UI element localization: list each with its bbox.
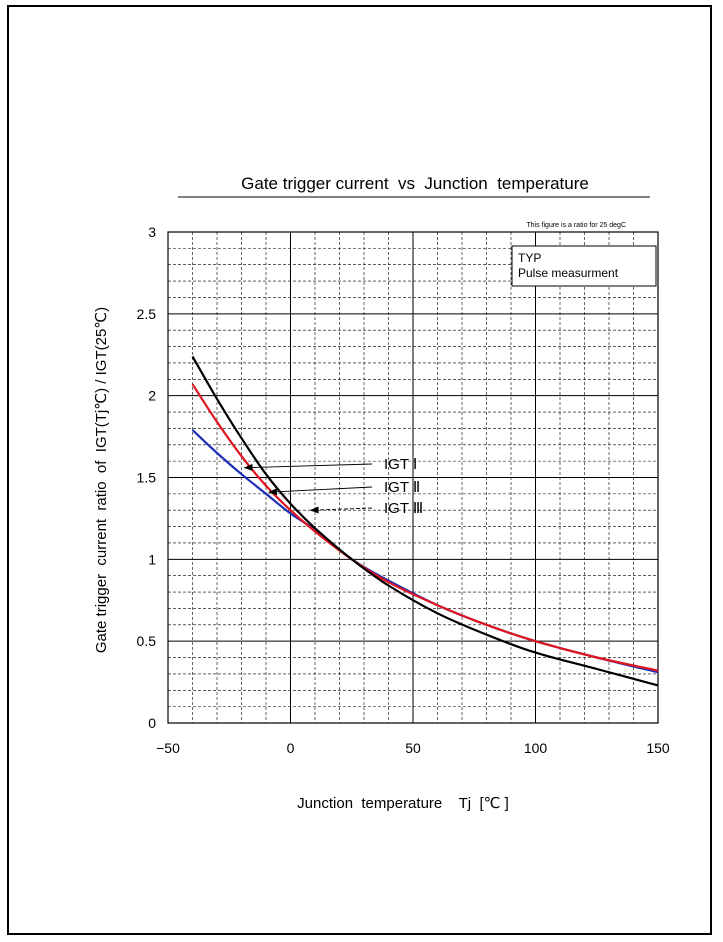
chart-title: Gate trigger current vs Junction tempera… [241, 174, 589, 193]
x-tick-label: 150 [646, 740, 670, 756]
x-tick-label: 50 [405, 740, 421, 756]
callout-arrow-igt-2 [268, 486, 373, 496]
y-tick-label: 3 [148, 224, 156, 240]
y-axis-label: Gate trigger current ratio of IGT(Tj℃) /… [93, 307, 110, 653]
ratio-note: This figure is a ratio for 25 degC [526, 222, 626, 229]
legend-box: TYP Pulse measurment [511, 245, 657, 287]
x-tick-label: −50 [156, 740, 180, 756]
callout-label-igt-3: IGT Ⅲ [384, 500, 423, 517]
series-callouts: IGT Ⅰ IGT Ⅱ IGT Ⅲ [243, 456, 423, 517]
series-line-igt-3 [191, 355, 659, 687]
y-tick-label: 0.5 [137, 633, 157, 649]
y-tick-label: 0 [148, 715, 156, 731]
callout-arrow-igt-3 [309, 506, 373, 514]
page-frame [7, 5, 712, 935]
x-tick-label: 0 [287, 740, 295, 756]
series-line-igt-2 [191, 383, 659, 672]
y-tick-label: 1 [148, 551, 156, 567]
callout-arrow-igt-1 [243, 463, 373, 471]
callout-label-igt-2: IGT Ⅱ [384, 479, 420, 496]
x-axis-label: Junction temperature Tj [℃ ] [297, 795, 509, 812]
plot-frame [167, 231, 659, 724]
y-tick-label: 1.5 [137, 470, 157, 486]
legend-box-line-1: TYP [518, 251, 541, 265]
y-tick-label: 2.5 [137, 306, 157, 322]
legend-box-line-2: Pulse measurment [518, 266, 619, 280]
series-group [191, 355, 659, 687]
y-tick-label: 2 [148, 388, 156, 404]
series-line-igt-1 [191, 429, 659, 674]
grid [167, 231, 659, 724]
x-tick-label: 100 [524, 740, 548, 756]
callout-label-igt-1: IGT Ⅰ [384, 456, 417, 473]
